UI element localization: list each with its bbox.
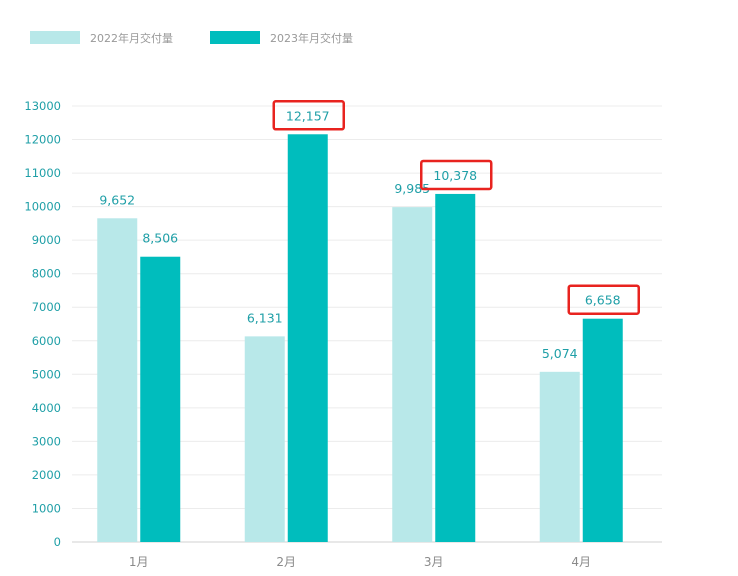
highlight-box <box>272 100 345 131</box>
legend: 2022年月交付量 2023年月交付量 <box>30 31 353 45</box>
y-axis: 0 1000 2000 3000 4000 5000 6000 7000 8000 9000 100… <box>24 99 61 549</box>
legend-label: 2022年月交付量 <box>90 31 173 45</box>
x-axis: 1月 2月 3月 4月 <box>129 555 591 569</box>
x-tick-label: 1月 <box>129 555 149 569</box>
bar <box>244 336 285 542</box>
y-tick-label: 13000 <box>24 99 61 113</box>
bar <box>392 207 433 542</box>
highlight-boxes <box>272 100 640 315</box>
y-tick-label: 2000 <box>32 468 61 482</box>
y-tick-label: 8000 <box>32 267 61 281</box>
data-labels: 9,6528,5066,13112,1579,98510,3785,0746,6… <box>99 108 620 361</box>
bar <box>97 218 138 542</box>
data-label: 6,658 <box>585 293 621 308</box>
data-label: 6,131 <box>247 310 283 325</box>
x-tick-label: 3月 <box>424 555 444 569</box>
data-label: 10,378 <box>433 168 477 183</box>
y-tick-label: 4000 <box>32 401 61 415</box>
x-tick-label: 2月 <box>276 555 296 569</box>
bar <box>287 134 328 542</box>
highlight-box <box>567 284 640 315</box>
data-label: 9,652 <box>99 192 135 207</box>
legend-swatch <box>30 31 80 44</box>
bar <box>435 193 476 542</box>
y-tick-label: 12000 <box>24 133 61 147</box>
y-tick-label: 1000 <box>32 501 61 515</box>
bar <box>140 256 181 542</box>
y-tick-label: 9000 <box>32 233 61 247</box>
y-tick-label: 6000 <box>32 334 61 348</box>
bar <box>582 318 623 542</box>
y-tick-label: 7000 <box>32 300 61 314</box>
y-tick-label: 11000 <box>24 166 61 180</box>
y-tick-label: 0 <box>54 535 61 549</box>
legend-label: 2023年月交付量 <box>270 31 353 45</box>
y-tick-label: 3000 <box>32 434 61 448</box>
highlight-box <box>420 159 493 191</box>
data-label: 12,157 <box>286 108 330 123</box>
y-tick-label: 10000 <box>24 200 61 214</box>
bar <box>539 371 580 542</box>
y-tick-label: 5000 <box>32 367 61 381</box>
x-tick-label: 4月 <box>571 555 591 569</box>
data-label: 8,506 <box>142 231 178 246</box>
legend-swatch <box>210 31 260 44</box>
data-label: 5,074 <box>542 346 578 361</box>
bars <box>97 134 623 542</box>
